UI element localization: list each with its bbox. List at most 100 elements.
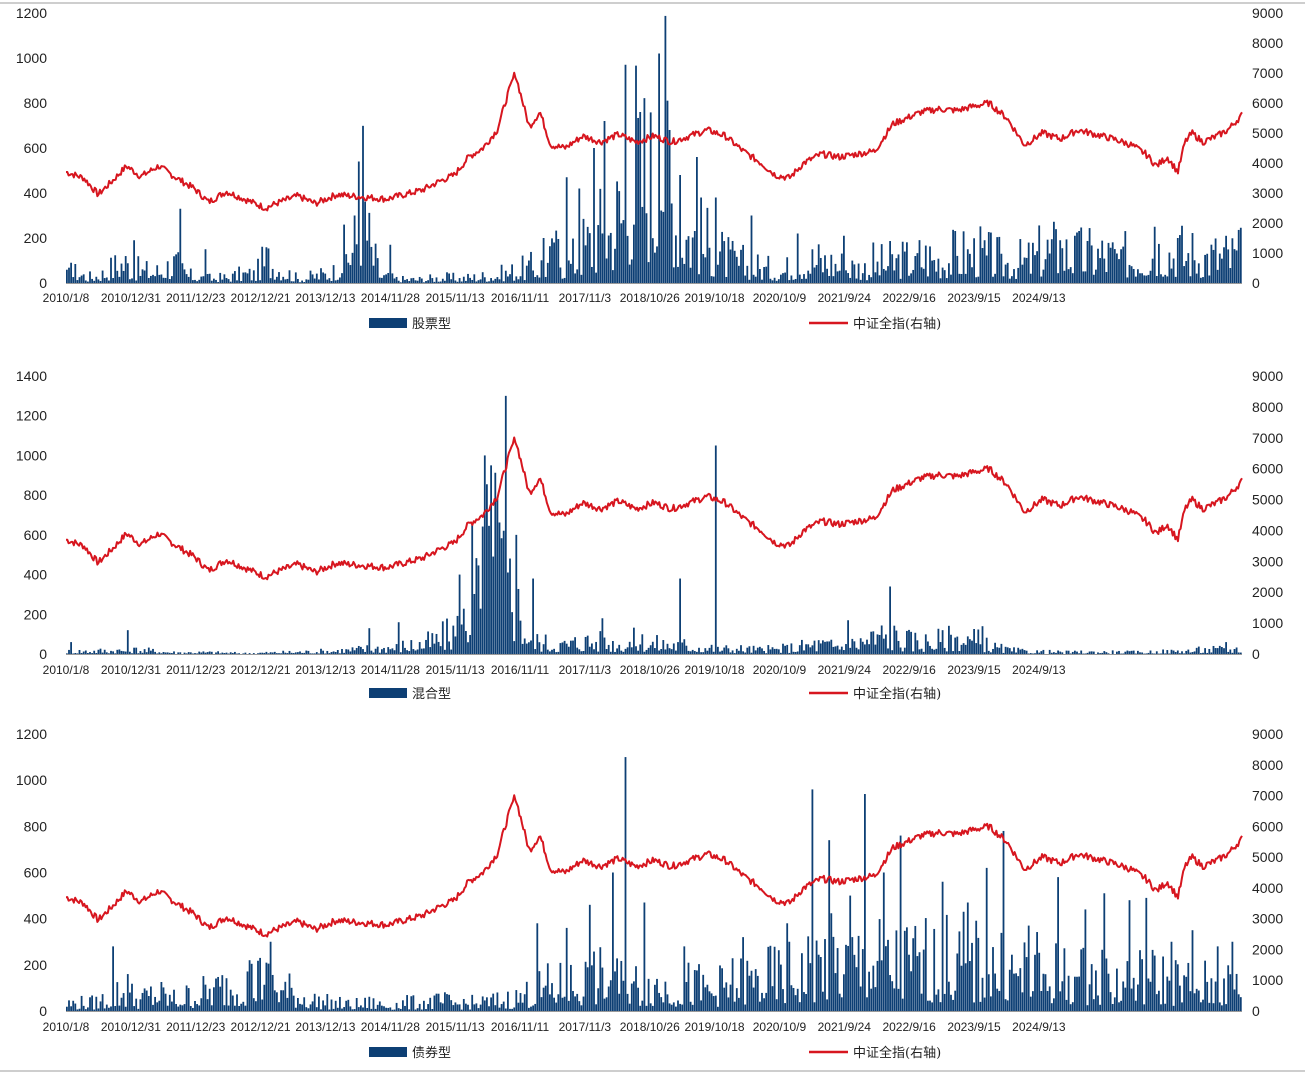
bar (393, 1009, 396, 1011)
bar (95, 996, 98, 1011)
bar (607, 644, 610, 654)
legend-line-label: 中证全指(右轴) (853, 1045, 941, 1061)
bar (299, 282, 301, 283)
bar (1229, 268, 1232, 283)
bar (194, 653, 196, 654)
bar (897, 254, 900, 283)
bar (761, 279, 763, 283)
bar (1107, 242, 1110, 283)
bar (1124, 651, 1127, 654)
bar (630, 259, 633, 283)
bar (322, 650, 324, 654)
bar (429, 647, 432, 654)
bar (1122, 981, 1125, 1011)
left-axis-tick-label: 800 (24, 487, 48, 503)
bar (160, 274, 163, 283)
bar (853, 641, 856, 654)
bar (924, 918, 927, 1011)
bar (719, 251, 721, 283)
bar (790, 643, 793, 654)
bar (1105, 958, 1108, 1011)
bar (416, 649, 419, 654)
bar (1227, 651, 1230, 654)
bar (616, 958, 618, 1011)
left-axis-tick-label: 1000 (16, 50, 47, 66)
bar (355, 647, 358, 654)
chart-panel-1: 0200400600800100012000100020003000400050… (16, 5, 1284, 332)
bar (1002, 830, 1005, 1011)
bar (500, 538, 503, 654)
bar (200, 998, 203, 1011)
bar (555, 1002, 558, 1011)
bar (542, 644, 545, 654)
bar (124, 256, 127, 283)
bar (651, 641, 654, 654)
bar (689, 1001, 692, 1011)
bar (538, 642, 541, 654)
bar (832, 646, 835, 654)
bar (912, 651, 915, 654)
bar (1231, 941, 1234, 1011)
bar (809, 963, 812, 1011)
bar (166, 261, 169, 283)
bar (204, 984, 207, 1011)
bar (803, 274, 805, 283)
bar (362, 125, 364, 283)
bar (658, 992, 660, 1011)
x-axis-tick-label: 2021/9/24 (818, 291, 872, 305)
bar (116, 270, 119, 283)
bar (1109, 247, 1112, 283)
bar (263, 266, 266, 283)
x-axis-tick-label: 2022/9/16 (882, 291, 936, 305)
bar (637, 650, 639, 654)
bar (135, 998, 138, 1011)
bar (948, 263, 950, 283)
bar (1185, 260, 1188, 283)
bar (278, 653, 280, 654)
bar (481, 526, 484, 654)
bar (194, 1000, 196, 1011)
bar (1200, 653, 1202, 654)
x-axis-tick-label: 2017/11/3 (559, 1020, 612, 1034)
bar (557, 994, 560, 1011)
bar (643, 98, 646, 283)
bar (210, 651, 213, 654)
bar (763, 998, 765, 1011)
bar-series (66, 395, 1242, 654)
bar (761, 992, 763, 1011)
bar (1055, 652, 1057, 654)
bar (137, 653, 140, 654)
bar (82, 651, 85, 654)
bar (723, 987, 726, 1011)
bar (593, 951, 595, 1011)
bar (1233, 249, 1236, 283)
bar (219, 272, 222, 283)
bar (719, 965, 721, 1011)
bar (1015, 973, 1017, 1011)
bar (1174, 652, 1177, 654)
bar (643, 651, 646, 654)
bar (162, 277, 165, 283)
bar (433, 281, 436, 283)
bar (473, 274, 476, 283)
right-axis-tick-label: 6000 (1252, 95, 1283, 111)
left-axis-tick-label: 400 (24, 185, 48, 201)
bar (973, 238, 975, 283)
bar (1116, 968, 1118, 1011)
bar (280, 280, 282, 283)
bar (439, 281, 442, 283)
bar (618, 191, 621, 283)
bar (200, 276, 203, 283)
bar (105, 1004, 108, 1011)
bar (1065, 650, 1068, 654)
bar (939, 1002, 942, 1011)
bar (1120, 1000, 1122, 1011)
x-axis-tick-label: 2015/11/13 (426, 291, 485, 305)
bar (183, 269, 186, 283)
bar (1040, 990, 1043, 1011)
bar (528, 642, 530, 654)
bar (357, 645, 360, 654)
bar (1111, 1003, 1114, 1011)
bar (183, 652, 186, 654)
bar (139, 651, 142, 654)
